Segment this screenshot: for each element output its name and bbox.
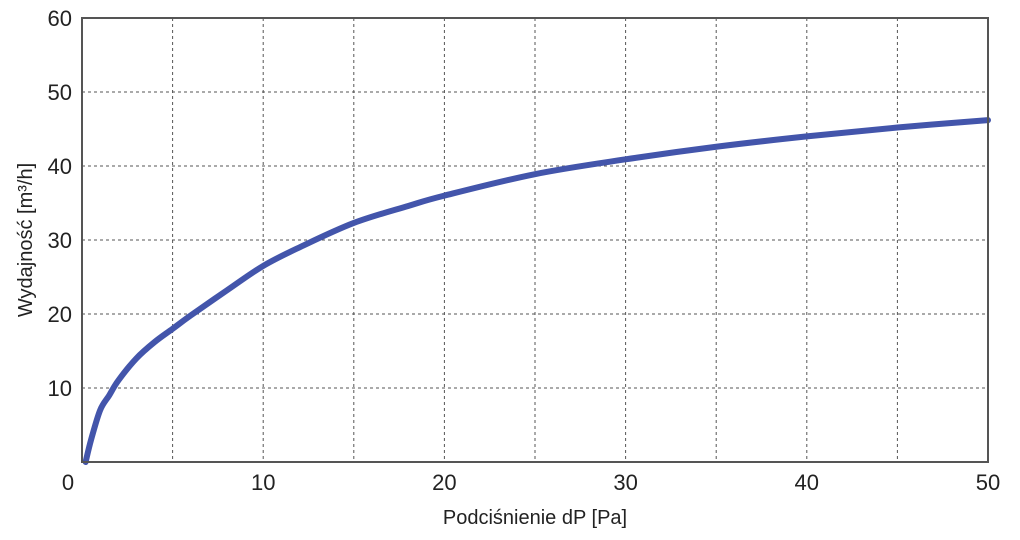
y-tick-label: 40	[48, 154, 72, 179]
series-line	[82, 117, 991, 465]
y-axis-ticks: 10 20 30 40 50 60	[48, 6, 72, 401]
x-tick-label: 30	[613, 470, 637, 495]
y-tick-label: 10	[48, 376, 72, 401]
y-tick-label: 20	[48, 302, 72, 327]
x-tick-label: 20	[432, 470, 456, 495]
y-tick-label: 60	[48, 6, 72, 31]
y-tick-label: 30	[48, 228, 72, 253]
series-layer	[82, 117, 991, 465]
x-tick-label: 40	[795, 470, 819, 495]
x-axis-label: Podciśnienie dP [Pa]	[443, 507, 627, 529]
x-axis-ticks: 0 10 20 30 40 50	[62, 470, 1000, 495]
y-tick-label: 50	[48, 80, 72, 105]
x-tick-label: 0	[62, 470, 74, 495]
grid	[82, 18, 988, 462]
plot-frame	[81, 17, 989, 463]
x-tick-label: 10	[251, 470, 275, 495]
x-tick-label: 50	[976, 470, 1000, 495]
y-axis-label: Wydajność [m³/h]	[15, 163, 37, 317]
